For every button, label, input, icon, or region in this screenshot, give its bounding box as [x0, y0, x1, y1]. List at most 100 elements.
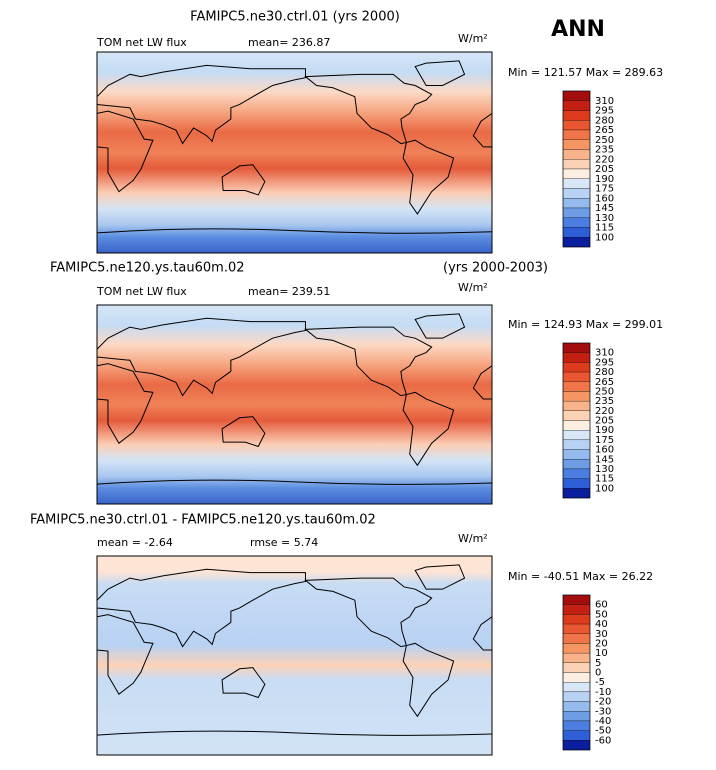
colorbar-label: -50	[595, 726, 611, 737]
map-field	[97, 305, 492, 504]
colorbar-box	[562, 371, 591, 382]
colorbar-label: 310	[595, 96, 614, 107]
colorbar-label: 220	[595, 406, 614, 417]
colorbar-label: 220	[595, 154, 614, 165]
colorbar-frame	[562, 90, 591, 248]
colorbar-box	[562, 459, 591, 470]
colorbar-box	[562, 672, 591, 683]
colorbar-label: 100	[595, 232, 614, 243]
colorbar-label: 310	[595, 348, 614, 359]
colorbar-label: 30	[595, 629, 608, 640]
colorbar-label: 190	[595, 174, 614, 185]
colorbar-label: 280	[595, 115, 614, 126]
colorbar-box	[562, 391, 591, 402]
colorbar-label: 250	[595, 135, 614, 146]
colorbar-box	[562, 188, 591, 199]
colorbar-frame	[562, 342, 591, 499]
colorbar-box	[562, 711, 591, 722]
colorbar-label: 280	[595, 367, 614, 378]
range-label: Min = 121.57 Max = 289.63	[508, 66, 663, 79]
stat-label: mean= 239.51	[248, 285, 330, 298]
colorbar-label: 100	[595, 483, 614, 494]
colorbar-box	[562, 614, 591, 625]
units-label: W/m²	[458, 281, 488, 294]
colorbar-box	[562, 730, 591, 741]
colorbar-box	[562, 129, 591, 140]
colorbar-box	[562, 682, 591, 693]
colorbar-label: 50	[595, 609, 608, 620]
range-label: Min = -40.51 Max = 26.22	[508, 570, 653, 583]
colorbar-box	[562, 701, 591, 712]
colorbar-box	[562, 604, 591, 615]
map-field	[97, 52, 492, 253]
colorbar-box	[562, 207, 591, 218]
colorbar-box	[562, 449, 591, 460]
panel-title: FAMIPC5.ne30.ctrl.01 - FAMIPC5.ne120.ys.…	[30, 513, 376, 528]
colorbar-label: 130	[595, 464, 614, 475]
colorbar-box	[562, 352, 591, 363]
map-frame	[96, 51, 493, 254]
units-label: W/m²	[458, 32, 488, 45]
colorbar-label: 40	[595, 619, 608, 630]
stat-label: mean = -2.64	[97, 536, 173, 549]
map-frame	[96, 304, 493, 505]
colorbar-box	[562, 362, 591, 373]
colorbar-label: 295	[595, 357, 614, 368]
colorbar-box	[562, 149, 591, 160]
colorbar-label: 175	[595, 184, 614, 195]
colorbar-box	[562, 662, 591, 673]
colorbar-box	[562, 652, 591, 663]
colorbar-label: 235	[595, 145, 614, 156]
colorbar-label: -60	[595, 735, 611, 746]
colorbar-box	[562, 198, 591, 209]
colorbar-box	[562, 100, 591, 111]
colorbar-label: -10	[595, 687, 611, 698]
colorbar-label: 175	[595, 435, 614, 446]
colorbar-box	[562, 381, 591, 392]
colorbar-box	[562, 740, 591, 751]
colorbar-label: 130	[595, 213, 614, 224]
colorbar-box	[562, 720, 591, 731]
panel-years: (yrs 2000-2003)	[443, 261, 548, 276]
units-label: W/m²	[458, 532, 488, 545]
colorbar-box	[562, 139, 591, 150]
colorbar-box	[562, 643, 591, 654]
season: ANN	[551, 17, 605, 42]
colorbar-label: -30	[595, 706, 611, 717]
colorbar-label: -40	[595, 716, 611, 727]
colorbar-box	[562, 217, 591, 228]
colorbar-frame	[562, 594, 591, 751]
colorbar-label: 265	[595, 377, 614, 388]
colorbar-box	[562, 420, 591, 431]
range-label: Min = 124.93 Max = 299.01	[508, 318, 663, 331]
colorbar-box	[562, 90, 591, 101]
colorbar-label: 20	[595, 638, 608, 649]
colorbar-label: 60	[595, 600, 608, 611]
colorbar-label: 235	[595, 396, 614, 407]
colorbar-box	[562, 159, 591, 170]
colorbar-box	[562, 400, 591, 411]
colorbar-box	[562, 410, 591, 421]
panel-title: FAMIPC5.ne30.ctrl.01 (yrs 2000)	[190, 10, 400, 25]
variable-label: TOM net LW flux	[96, 285, 187, 298]
colorbar-label: 205	[595, 164, 614, 175]
colorbar-label: 145	[595, 454, 614, 465]
colorbar-label: 265	[595, 125, 614, 136]
colorbar-label: 190	[595, 425, 614, 436]
colorbar-box	[562, 178, 591, 189]
colorbar-label: 0	[595, 668, 601, 679]
colorbar-label: 115	[595, 474, 614, 485]
colorbar-box	[562, 439, 591, 450]
colorbar-box	[562, 633, 591, 644]
colorbar-label: 160	[595, 445, 614, 456]
panel-title: FAMIPC5.ne120.ys.tau60m.02	[50, 261, 245, 276]
colorbar-label: 295	[595, 106, 614, 117]
stat-label: mean= 236.87	[248, 36, 330, 49]
stat-label: rmse = 5.74	[250, 536, 318, 549]
colorbar-box	[562, 120, 591, 131]
colorbar-label: 115	[595, 223, 614, 234]
colorbar-box	[562, 594, 591, 605]
map-frame	[96, 555, 493, 756]
variable-label: TOM net LW flux	[96, 36, 187, 49]
